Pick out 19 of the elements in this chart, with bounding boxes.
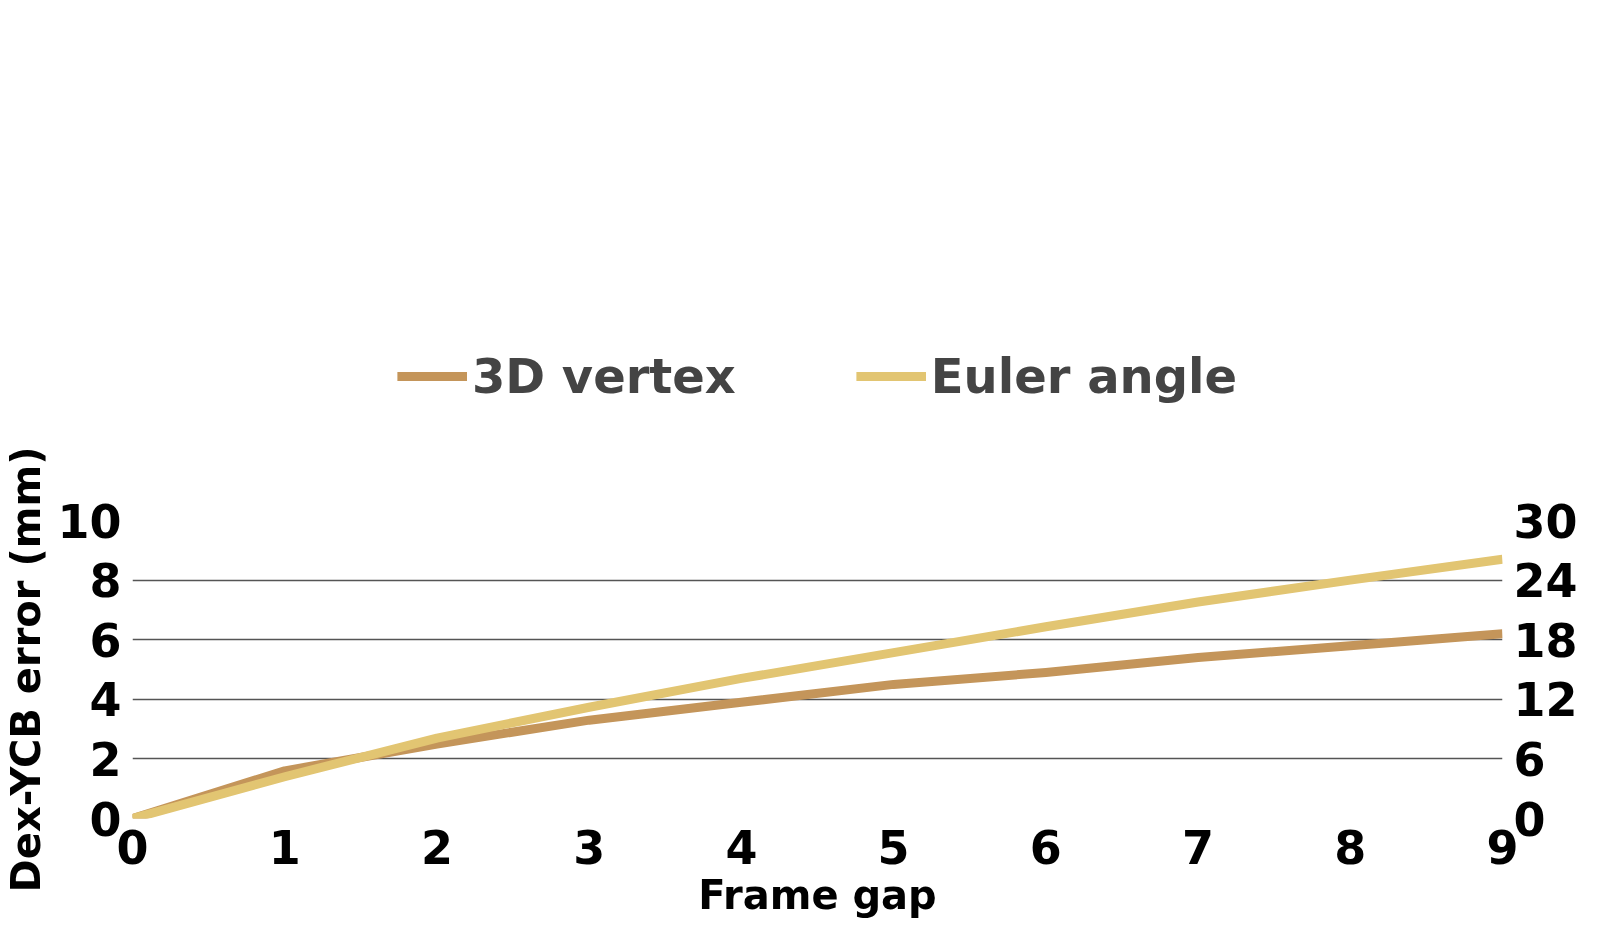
legend-label: Euler angle: [930, 348, 1238, 404]
y-tick-label: 10: [57, 494, 122, 549]
y-tick-label: 4: [89, 673, 122, 728]
legend-label: 3D vertex: [471, 348, 736, 404]
x-tick-label: 6: [1029, 820, 1062, 875]
y2-tick-label: 30: [1513, 494, 1578, 549]
y2-tick-label: 6: [1513, 732, 1546, 787]
y2-tick-label: 24: [1513, 554, 1578, 609]
y2-tick-label: 12: [1513, 673, 1578, 728]
y-tick-label: 6: [89, 613, 122, 668]
y2-tick-label: 18: [1513, 613, 1578, 668]
y-axis-title: Dex-YCB error (mm): [3, 446, 50, 893]
x-tick-label: 3: [573, 820, 606, 875]
x-tick-label: 8: [1334, 820, 1367, 875]
x-tick-label: 1: [268, 820, 301, 875]
x-tick-label: 7: [1182, 820, 1215, 875]
x-tick-label: 2: [420, 820, 453, 875]
y-tick-label: 8: [89, 554, 122, 609]
y-tick-label: 2: [89, 732, 122, 787]
